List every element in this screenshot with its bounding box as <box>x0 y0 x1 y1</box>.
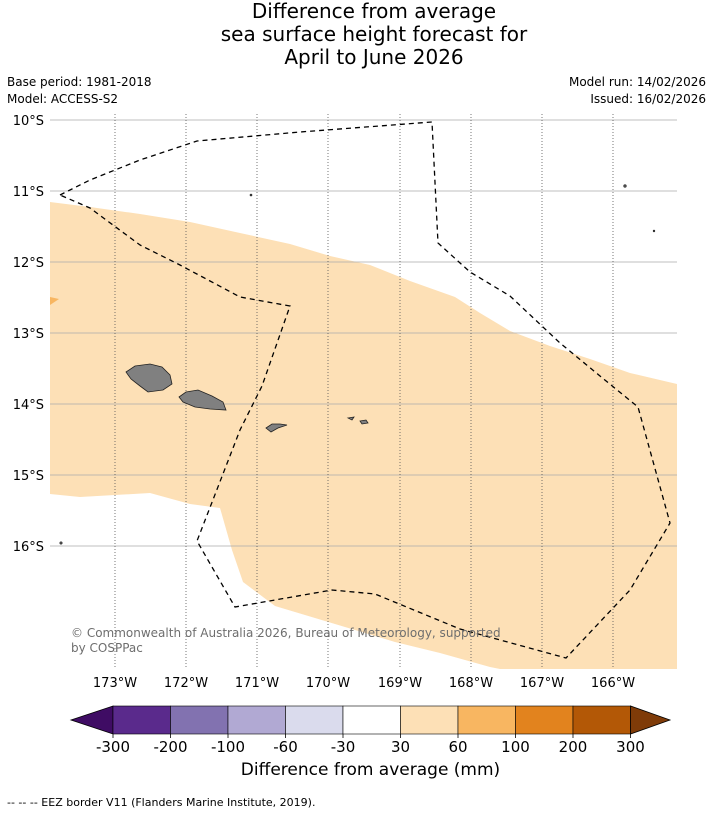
base-period: Base period: 1981-2018 <box>7 75 152 89</box>
colorbar-tick-label: -100 <box>211 738 245 756</box>
colorbar-tick-label: -60 <box>273 738 298 756</box>
lon-label: 173°W <box>93 676 137 691</box>
colorbar-tick-label: 30 <box>391 738 410 756</box>
lon-label: 168°W <box>449 676 493 691</box>
colorbar-segment <box>515 705 574 735</box>
title-line-2: sea surface height forecast for <box>220 22 528 46</box>
copyright-line-1: © Commonwealth of Australia 2026, Bureau… <box>71 626 501 640</box>
copyright-notice: © Commonwealth of Australia 2026, Bureau… <box>71 626 501 656</box>
colorbar-segment <box>227 705 286 735</box>
colorbar-segment <box>170 705 229 735</box>
colorbar-tick-label: -300 <box>96 738 130 756</box>
islands <box>59 184 656 545</box>
lat-label: 16°S <box>13 540 44 555</box>
island-atoll-e <box>652 229 656 233</box>
lon-label: 171°W <box>235 676 279 691</box>
model-run: Model run: 14/02/2026 <box>568 75 706 89</box>
colorbar-tick-label: 60 <box>448 738 467 756</box>
meta-right: Model run: 14/02/2026 Issued: 16/02/2026 <box>569 74 706 108</box>
title-line-3: April to June 2026 <box>284 45 464 69</box>
colorbar-extend-high <box>630 705 672 735</box>
lon-label: 170°W <box>306 676 350 691</box>
colorbar-segment <box>342 705 401 735</box>
title-line-1: Difference from average <box>251 0 497 23</box>
copyright-line-2: by COSPPac <box>71 641 143 655</box>
lat-label: 12°S <box>13 256 44 271</box>
island-swains <box>249 193 253 197</box>
island-upolu <box>178 389 227 411</box>
lon-label: 172°W <box>164 676 208 691</box>
island-atoll-w <box>59 541 63 545</box>
colorbar-extend-low <box>69 705 114 735</box>
model-name: Model: ACCESS-S2 <box>7 92 119 106</box>
colorbar-tick-label: -30 <box>331 738 356 756</box>
colorbar: -300 -200 -100 -60 -30 30 60 100 200 300 <box>69 705 672 756</box>
colorbar-segment <box>572 705 631 735</box>
colorbar-tick-label: 300 <box>616 738 645 756</box>
colorbar-tick-label: -200 <box>153 738 187 756</box>
lat-label: 10°S <box>13 114 44 129</box>
accent-patch <box>50 297 59 305</box>
island-tau <box>359 419 369 425</box>
lon-label: 169°W <box>378 676 422 691</box>
lon-label: 166°W <box>591 676 635 691</box>
eez-border-samoa <box>59 121 671 659</box>
eez-borders <box>59 121 671 659</box>
eez-legend-note: -- -- -- EEZ border V11 (Flanders Marine… <box>7 796 316 809</box>
map-title: Difference from average sea surface heig… <box>0 0 713 69</box>
island-tutuila <box>265 423 288 433</box>
colorbar-label: Difference from average (mm) <box>240 760 501 780</box>
island-atoll-ne <box>623 184 627 188</box>
issued-date: Issued: 16/02/2026 <box>590 92 706 106</box>
colorbar-segment <box>112 705 171 735</box>
lat-label: 14°S <box>13 398 44 413</box>
near-average-region <box>50 493 500 669</box>
meta-left: Base period: 1981-2018 Model: ACCESS-S2 <box>7 74 152 108</box>
colorbar-tick-label: 200 <box>559 738 588 756</box>
gridlines <box>50 114 677 669</box>
colorbar-tick-label: 100 <box>501 738 530 756</box>
island-ofu <box>346 416 355 421</box>
lon-label: 167°W <box>520 676 564 691</box>
lat-label: 13°S <box>13 327 44 342</box>
colorbar-segment <box>400 705 459 735</box>
colorbar-segment <box>457 705 516 735</box>
latitude-labels: 10°S 11°S 12°S 13°S 14°S 15°S 16°S <box>13 114 44 555</box>
lat-label: 11°S <box>13 185 44 200</box>
colorbar-segment <box>285 705 344 735</box>
lat-label: 15°S <box>13 469 44 484</box>
island-savaii <box>125 363 173 393</box>
longitude-labels: 173°W 172°W 171°W 170°W 169°W 168°W 167°W 166°W <box>93 676 635 691</box>
